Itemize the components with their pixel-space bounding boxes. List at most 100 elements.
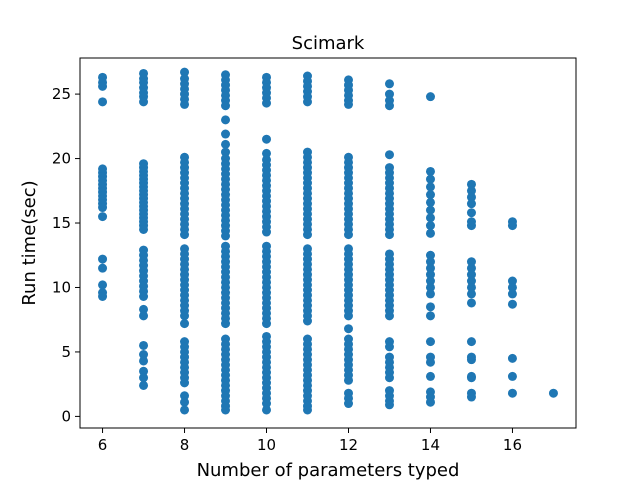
data-point <box>344 311 353 321</box>
data-point <box>139 356 149 366</box>
data-point <box>180 397 190 407</box>
data-point <box>425 257 435 267</box>
data-point <box>180 99 190 109</box>
data-point <box>98 292 108 301</box>
data-point <box>384 89 394 99</box>
plot-frame <box>79 57 577 429</box>
data-point <box>344 99 353 109</box>
data-point <box>262 148 272 158</box>
data-point <box>262 98 272 108</box>
y-tick-label: 10 <box>52 278 71 296</box>
data-point <box>425 205 435 215</box>
data-point <box>262 405 272 415</box>
data-point <box>344 399 353 409</box>
data-point <box>384 79 394 89</box>
data-point <box>466 257 476 267</box>
data-point <box>221 231 231 241</box>
data-point <box>139 366 149 376</box>
data-point <box>221 319 231 329</box>
data-point <box>425 311 435 321</box>
data-point <box>98 97 108 107</box>
data-point <box>466 373 476 383</box>
data-point <box>180 311 190 321</box>
data-point <box>466 179 476 189</box>
data-point <box>139 311 149 321</box>
x-tick-label: 14 <box>421 436 440 454</box>
data-point <box>507 282 517 292</box>
data-point <box>425 213 435 223</box>
data-point <box>262 319 272 329</box>
data-point <box>548 388 558 398</box>
data-point <box>180 319 190 329</box>
data-point <box>507 353 517 363</box>
data-point <box>466 263 476 273</box>
data-point <box>507 221 517 231</box>
x-axis-ticks: 6 8 10 12 14 16 <box>98 428 522 454</box>
data-point <box>139 304 149 314</box>
data-point <box>425 282 435 292</box>
data-point <box>425 174 435 184</box>
y-axis-ticks: 0 5 10 15 20 25 <box>52 85 80 425</box>
data-point <box>466 355 476 365</box>
data-point <box>98 203 108 213</box>
data-point <box>180 378 190 388</box>
data-point <box>425 190 435 200</box>
data-point <box>507 388 517 398</box>
y-axis-label: Run time(sec) <box>19 180 40 305</box>
data-point <box>139 97 149 107</box>
y-tick-label: 25 <box>52 85 71 103</box>
x-tick-label: 12 <box>339 436 358 454</box>
data-point <box>507 289 517 299</box>
data-point <box>425 270 435 280</box>
data-point <box>466 282 476 292</box>
data-point <box>303 405 312 415</box>
data-point <box>221 405 231 415</box>
data-point <box>425 92 435 102</box>
data-points <box>98 67 558 415</box>
data-point <box>303 316 312 326</box>
data-point <box>139 380 149 390</box>
data-point <box>262 227 272 237</box>
data-point <box>425 357 435 367</box>
data-point <box>425 250 435 260</box>
data-point <box>221 139 231 149</box>
data-point <box>466 289 476 299</box>
data-point <box>221 115 231 125</box>
data-point <box>507 276 517 286</box>
data-point <box>262 399 272 409</box>
data-point <box>98 254 108 264</box>
data-point <box>139 340 149 350</box>
data-point <box>139 224 149 234</box>
data-point <box>466 276 476 286</box>
data-point <box>466 270 476 280</box>
data-point <box>384 311 394 321</box>
y-tick-label: 15 <box>52 214 71 232</box>
data-point <box>384 342 394 352</box>
x-tick-label: 16 <box>503 436 522 454</box>
data-point <box>425 221 435 231</box>
x-tick-label: 10 <box>257 436 276 454</box>
data-point <box>507 299 517 309</box>
data-point <box>344 324 353 334</box>
data-point <box>507 371 517 381</box>
data-point <box>98 212 108 222</box>
data-point <box>180 67 190 77</box>
data-point <box>425 263 435 273</box>
data-point <box>221 129 231 139</box>
x-axis-label: Number of parameters typed <box>197 460 460 480</box>
data-point <box>425 371 435 381</box>
data-point <box>98 280 108 290</box>
data-point <box>139 292 149 301</box>
y-tick-label: 20 <box>52 150 71 168</box>
data-point <box>425 182 435 192</box>
data-point <box>425 337 435 347</box>
data-point <box>139 373 149 383</box>
data-point <box>466 337 476 347</box>
data-point <box>384 150 394 160</box>
data-point <box>180 230 190 240</box>
x-tick-label: 8 <box>180 436 190 454</box>
chart-title: Scimark <box>292 33 365 54</box>
data-point <box>221 101 231 111</box>
